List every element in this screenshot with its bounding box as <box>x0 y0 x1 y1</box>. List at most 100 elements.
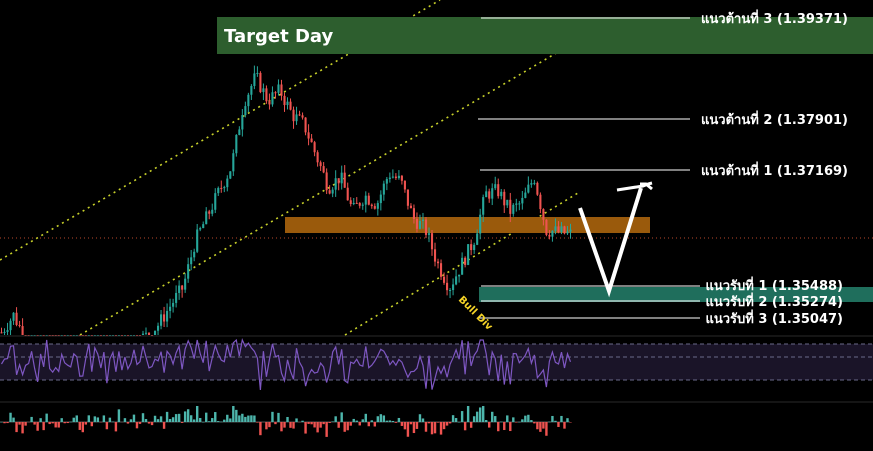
histogram-bar <box>460 411 464 422</box>
histogram-bar <box>488 422 491 428</box>
histogram-bar <box>78 422 81 430</box>
histogram-bar <box>189 415 193 422</box>
histogram-bar <box>478 407 482 422</box>
candle-body <box>394 176 397 179</box>
support-1-label: แนวรับที่ 1 (1.35488) <box>705 276 843 294</box>
histogram-bar <box>274 422 277 425</box>
histogram-bar <box>223 419 226 422</box>
histogram-bar <box>48 422 51 425</box>
candle-body <box>163 314 166 322</box>
histogram-bar <box>147 422 151 424</box>
histogram-bar <box>524 415 527 422</box>
histogram-bar <box>521 419 524 422</box>
histogram-bar <box>349 422 352 426</box>
histogram-bar <box>69 421 72 423</box>
candle-body <box>361 204 364 206</box>
histogram-bar <box>406 422 410 437</box>
histogram-bar <box>530 420 533 422</box>
histogram-bar <box>430 422 434 435</box>
candle-body <box>545 219 548 235</box>
histogram-bar <box>117 409 121 422</box>
candle-body <box>373 206 376 209</box>
histogram-bar <box>45 413 48 422</box>
histogram-bar <box>307 422 310 424</box>
candle-body <box>412 208 416 219</box>
histogram-bar <box>30 416 33 422</box>
candle-body <box>406 189 409 206</box>
histogram-bar <box>566 418 569 422</box>
candle-body <box>403 180 406 190</box>
candle-body <box>464 257 467 265</box>
histogram-bar <box>457 421 461 423</box>
histogram-bar <box>57 422 60 428</box>
candle-body <box>205 211 208 225</box>
histogram-bar <box>545 422 548 436</box>
candle-body <box>292 109 295 122</box>
candle-body <box>548 234 551 237</box>
candle-body <box>334 178 337 190</box>
candle-body <box>331 189 334 194</box>
candle-body <box>208 211 211 214</box>
histogram-bar <box>506 415 509 422</box>
histogram-bar <box>370 420 374 422</box>
candle-body <box>262 88 265 93</box>
histogram-bar <box>6 422 9 424</box>
candle-body <box>319 162 322 167</box>
candle-body <box>421 219 425 222</box>
candle-body <box>3 331 6 333</box>
support-zone <box>479 287 873 302</box>
histogram-bar <box>527 414 530 422</box>
histogram-bar <box>376 416 380 422</box>
histogram-bar <box>328 422 331 423</box>
candle-body <box>241 115 244 130</box>
candle-body <box>358 203 361 206</box>
histogram-bar <box>325 422 328 437</box>
histogram-bar <box>238 415 241 422</box>
candle-body <box>530 183 533 185</box>
candle-body <box>554 226 557 231</box>
histogram-bar <box>536 422 539 430</box>
candle-body <box>409 205 412 209</box>
candle-body <box>436 261 440 264</box>
rsi-line <box>0 338 572 391</box>
candle-body <box>446 282 449 291</box>
candle-body <box>370 204 373 207</box>
candle-body <box>169 306 172 311</box>
candle-body <box>479 214 482 234</box>
channel-upper-line <box>0 0 441 261</box>
candle-body <box>473 244 476 251</box>
candle-body <box>488 191 491 199</box>
histogram-bar <box>247 415 250 422</box>
candle-body <box>211 209 214 214</box>
histogram-bar <box>229 418 232 422</box>
histogram-bar <box>415 422 419 429</box>
candle-body <box>355 202 358 204</box>
candle-body <box>455 276 458 285</box>
candle-body <box>415 218 419 229</box>
histogram-bar <box>313 422 316 428</box>
candle-body <box>181 285 184 290</box>
histogram-bar <box>421 418 425 422</box>
candle-body <box>482 197 485 215</box>
candle-body <box>391 176 394 178</box>
histogram-bar <box>560 415 563 422</box>
histogram-bar <box>481 406 485 422</box>
histogram-bar <box>304 422 307 434</box>
candle-body <box>223 187 226 189</box>
histogram-bar <box>352 418 355 422</box>
candle-body <box>175 292 178 303</box>
candle-body <box>247 94 250 107</box>
histogram-bar <box>0 421 3 423</box>
candle-body <box>280 84 283 96</box>
histogram-bar <box>63 422 66 424</box>
histogram-bar <box>159 416 163 422</box>
candle-body <box>470 244 473 251</box>
candle-body <box>430 233 434 250</box>
histogram-bar <box>81 422 84 433</box>
histogram-bar <box>337 422 340 428</box>
candle-body <box>277 84 280 93</box>
histogram-bar <box>424 422 428 432</box>
histogram-bar <box>87 415 91 422</box>
forecast-arrow <box>578 181 653 298</box>
